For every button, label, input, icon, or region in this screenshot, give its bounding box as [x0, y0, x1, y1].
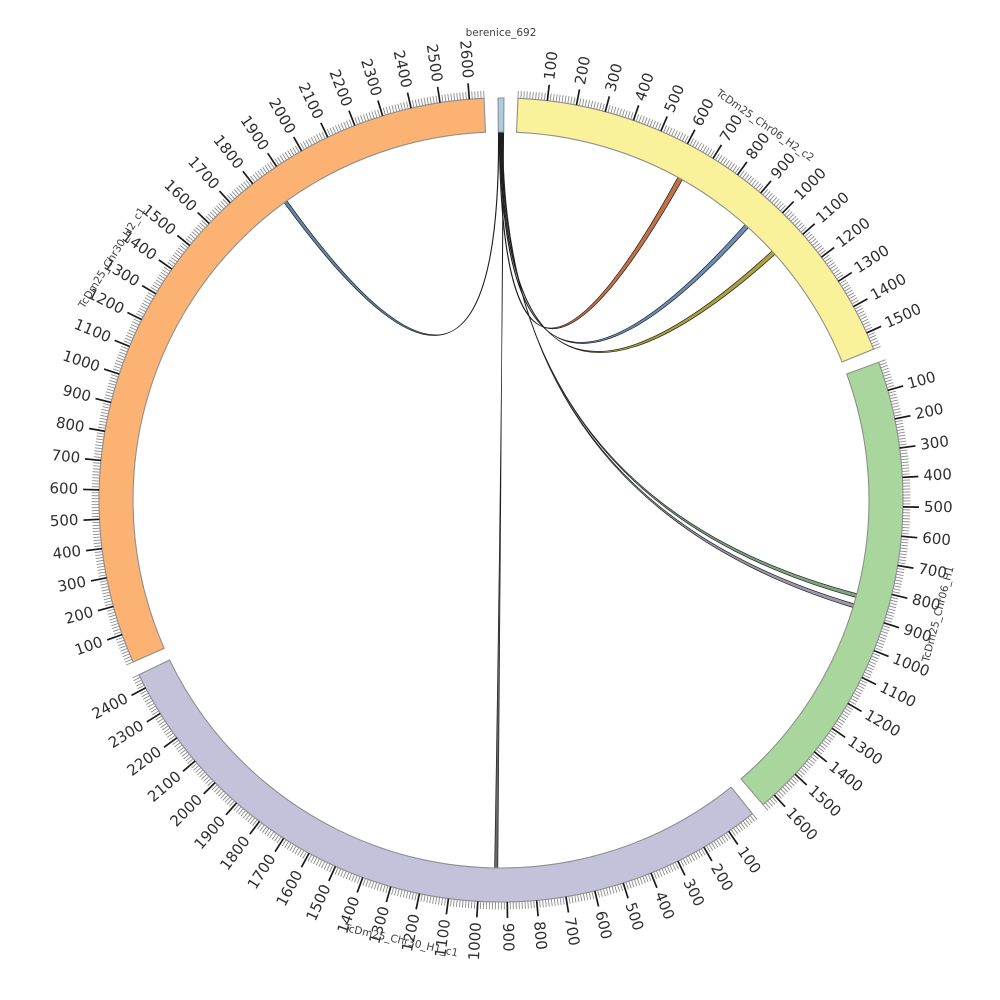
tick-label: 1500 — [805, 781, 845, 820]
tick-label: 300 — [601, 61, 626, 93]
segment-TcDm25_Chr30_H2_c1: 1002003004005006007008009001000110012001… — [49, 39, 487, 666]
major-ticks-TcDm25_Chr06_H1 — [773, 385, 919, 808]
tick-label: 1100 — [72, 315, 114, 346]
tick-label: 1600 — [160, 176, 200, 215]
tick-label: 2100 — [295, 80, 328, 122]
tick-label: 2000 — [166, 791, 206, 831]
major-ticks-TcDm25_Chr06_H2_c2 — [546, 84, 882, 334]
tick-label: 600 — [591, 909, 615, 941]
tick-label: 700 — [561, 916, 583, 947]
tick-label: 1500 — [139, 201, 180, 239]
tick-label: 800 — [55, 413, 86, 436]
tick-label: 100 — [540, 50, 561, 81]
tick-label: 2300 — [357, 56, 385, 98]
segment-band-TcDm25_Chr06_H2_c2 — [515, 97, 875, 363]
tick-label: 300 — [919, 432, 950, 454]
segment-TcDm25_Chr30_H1_c1: 1002003004005006007008009001000110012001… — [89, 659, 765, 961]
tick-label: 1400 — [825, 758, 866, 796]
tick-label: 600 — [922, 529, 952, 550]
tick-label: 1800 — [216, 832, 253, 873]
minor-ticks-TcDm25_Chr30_H2_c1 — [91, 90, 485, 666]
tick-label: 1000 — [790, 164, 830, 204]
tick-label: 1500 — [882, 300, 924, 332]
tick-label: 2500 — [423, 43, 447, 83]
minor-ticks-TcDm25_Chr30_H1_c1 — [132, 674, 758, 910]
tick-label: 2100 — [144, 767, 185, 805]
tick-label: 400 — [651, 889, 678, 922]
tick-label: 200 — [571, 55, 594, 87]
major-ticks-TcDm25_Chr30_H2_c1 — [83, 83, 471, 641]
tick-label: 2200 — [325, 67, 356, 109]
segment-TcDm25_Chr06_H1: 1002003004005006007008009001000110012001… — [740, 359, 957, 844]
tick-label: 600 — [689, 95, 718, 129]
tick-label: 2300 — [105, 717, 147, 753]
tick-label: 1100 — [431, 918, 454, 958]
tick-label: 1300 — [844, 732, 886, 768]
chord-link-berenice_692-to-TcDm25_Chr30_H1_c1 — [494, 131, 505, 869]
tick-label: 400 — [52, 542, 83, 563]
tick-label: 500 — [49, 511, 78, 530]
tick-label: 900 — [61, 381, 93, 405]
segment-band-berenice_692 — [497, 97, 505, 133]
tick-label: 1500 — [302, 882, 334, 924]
tick-label: 1800 — [210, 131, 248, 172]
tick-label: 100 — [905, 368, 937, 393]
segment-band-TcDm25_Chr06_H1 — [740, 361, 904, 806]
tick-label: 500 — [621, 900, 647, 933]
tick-label: 400 — [631, 70, 657, 103]
tick-label: 200 — [913, 400, 945, 423]
tick-label: 200 — [63, 603, 95, 628]
segment-band-TcDm25_Chr30_H2_c1 — [98, 97, 487, 663]
tick-label: 1100 — [877, 678, 919, 711]
tick-label: 800 — [530, 920, 550, 950]
tick-label: 1000 — [60, 347, 102, 376]
chromosome-label-berenice_692: berenice_692 — [466, 27, 537, 39]
segment-TcDm25_Chr06_H2_c2: 100 200 300 400 500 6007008009001000110012001… — [515, 50, 924, 363]
tick-label: 2600 — [456, 39, 477, 78]
tick-label: 2400 — [89, 689, 131, 723]
tick-label: 1700 — [244, 851, 280, 893]
tick-label: 1900 — [237, 112, 273, 154]
tick-label: 1200 — [862, 706, 904, 741]
tick-label: 900 — [499, 923, 517, 952]
tick-label: 400 — [923, 465, 953, 485]
segment-berenice_692: berenice_692 — [466, 27, 537, 133]
tick-label: 1400 — [867, 270, 909, 304]
tick-label: 2200 — [124, 743, 165, 780]
tick-label: 1200 — [832, 214, 873, 251]
tick-label: 2400 — [390, 48, 416, 89]
tick-label: 500 — [660, 82, 688, 115]
tick-label: 1300 — [851, 241, 893, 277]
tick-label: 1600 — [272, 867, 306, 909]
tick-label: 100 — [734, 843, 765, 877]
tick-label: 1900 — [191, 812, 230, 853]
tick-label: 1100 — [812, 188, 853, 227]
tick-label: 200 — [707, 860, 737, 894]
tick-label: 900 — [767, 149, 799, 182]
major-ticks-TcDm25_Chr30_H1_c1 — [131, 687, 739, 918]
tick-label: 300 — [56, 573, 88, 596]
tick-label: 700 — [917, 560, 948, 582]
tick-label: 600 — [49, 479, 78, 498]
tick-label: 300 — [679, 876, 708, 910]
tick-label: 700 — [51, 446, 81, 467]
tick-label: 1700 — [184, 153, 223, 193]
tick-label: 1600 — [782, 804, 821, 844]
tick-label: 2000 — [265, 95, 300, 137]
tick-label: 1000 — [465, 922, 485, 961]
tick-label: 100 — [72, 633, 105, 660]
tick-label: 500 — [924, 498, 953, 516]
